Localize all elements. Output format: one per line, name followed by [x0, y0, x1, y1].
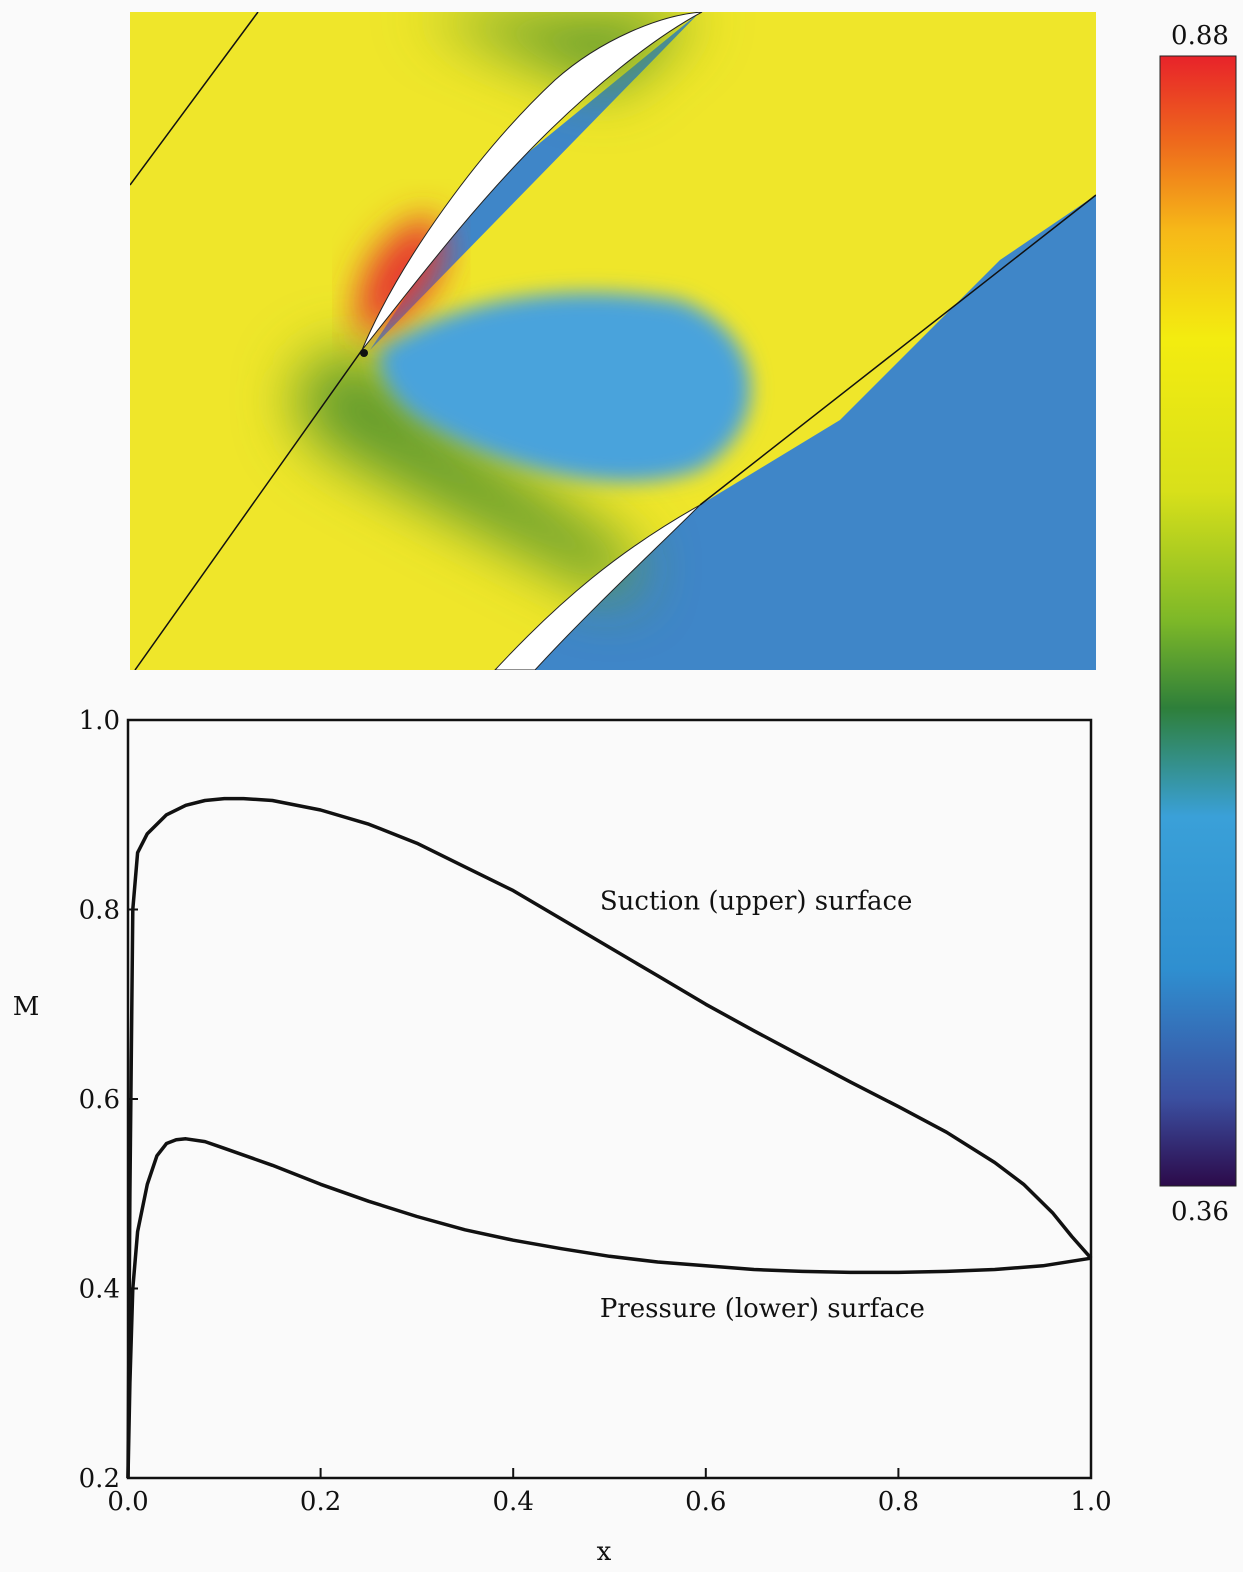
series-line-lower [126, 1137, 1092, 1479]
y-axis-label: M [13, 992, 40, 1022]
mach-line-chart: 0.0 0.2 0.4 0.6 0.8 1.0 0.20.40.60.81.0 x M S… [13, 706, 1112, 1567]
x-axis-label: x [597, 1537, 612, 1567]
y-tick-label: 0.8 [79, 896, 120, 926]
colorbar-max-label: 0.88 [1171, 21, 1229, 51]
leading-edge-marker [360, 349, 368, 357]
x-tick-label: 0.0 [107, 1487, 148, 1517]
y-tick-label: 1.0 [79, 706, 120, 736]
x-tick-label: 0.2 [300, 1487, 341, 1517]
periodic-boundary-line-3 [699, 194, 1096, 506]
contour-blue-region [370, 12, 1096, 670]
chart-series [126, 796, 1093, 1479]
contour-light-blue-region [379, 292, 751, 482]
periodic-boundary-line-1 [130, 12, 259, 186]
blade-upper [361, 12, 703, 351]
annotation-suction-surface: Suction (upper) surface [600, 887, 913, 917]
y-tick-label: 0.4 [79, 1275, 120, 1305]
x-tick-label: 1.0 [1070, 1487, 1111, 1517]
colorbar-gradient [1159, 55, 1237, 1187]
periodic-boundary-line-2 [134, 349, 363, 670]
x-tick-label: 0.6 [685, 1487, 726, 1517]
y-tick-label: 0.6 [79, 1085, 120, 1115]
y-tick-label: 0.2 [79, 1464, 120, 1494]
x-axis-ticks: 0.0 0.2 0.4 0.6 0.8 1.0 [107, 1468, 1112, 1517]
colorbar-min-label: 0.36 [1171, 1197, 1229, 1227]
y-axis-ticks: 0.2 0.4 0.6 0.8 1.0 [79, 706, 138, 1494]
contour-green-wake [296, 351, 640, 600]
x-tick-label: 0.4 [493, 1487, 534, 1517]
colorbar: 0.88 0.36 [1159, 21, 1237, 1227]
chart-annotations: Suction (upper) surface Pressure (lower) … [600, 887, 925, 1324]
x-tick-label: 0.8 [878, 1487, 919, 1517]
annotation-pressure-surface: Pressure (lower) surface [600, 1294, 925, 1324]
series-line-upper [126, 796, 1093, 1479]
chart-frame [126, 718, 1093, 1480]
mach-contour-plot [130, 12, 1096, 670]
